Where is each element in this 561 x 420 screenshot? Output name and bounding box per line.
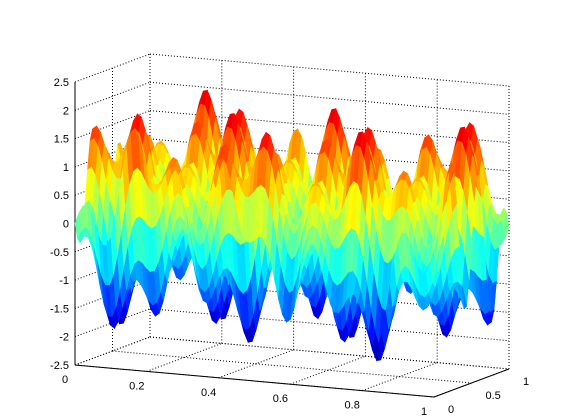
- y-tick-label: 1: [523, 376, 529, 388]
- surface-mesh: [74, 89, 510, 362]
- grid-line: [149, 81, 510, 115]
- grid-line: [149, 336, 510, 370]
- grid-line: [74, 53, 151, 83]
- grid-line: [362, 362, 438, 392]
- grid-line: [149, 53, 510, 87]
- y-tick-label: 0.5: [486, 390, 501, 402]
- z-tick-label: 0.5: [54, 190, 69, 202]
- z-tick-label: -2.5: [50, 360, 69, 372]
- z-tick-label: 2: [63, 105, 69, 117]
- grid-line: [290, 355, 366, 385]
- y-tick-label: 0: [448, 404, 454, 416]
- grid-line: [74, 308, 151, 338]
- x-tick-label: 0.8: [345, 400, 360, 412]
- x-axis-line: [74, 364, 435, 398]
- z-tick-label: 1.5: [54, 134, 69, 146]
- z-tick-label: 2.5: [54, 77, 69, 89]
- grid-line: [218, 349, 294, 379]
- x-tick-label: 0.6: [273, 393, 288, 405]
- z-tick-label: -1.5: [50, 303, 69, 315]
- grid-line: [112, 350, 472, 384]
- grid-line: [74, 336, 151, 366]
- x-tick-label: 0: [62, 374, 68, 386]
- z-tick-label: 1: [63, 162, 69, 174]
- z-tick-label: -2: [59, 332, 69, 344]
- grid-line: [149, 308, 510, 342]
- z-tick-label: -0.5: [50, 247, 69, 259]
- z-tick-label: -1: [59, 275, 69, 287]
- x-tick-label: 0.2: [129, 380, 144, 392]
- grid-line: [146, 342, 222, 372]
- surface-patch: [429, 254, 437, 283]
- grid-line: [74, 279, 151, 309]
- grid-line: [74, 81, 151, 111]
- x-tick-label: 1: [421, 406, 427, 418]
- tick-labels: 2.5 2 1.5 1 0.5 0 -0.5 -1 -1.5 -2 -2.5 0 0.2 0.4 0.6 0.…: [50, 77, 529, 418]
- y-axis-line: [433, 368, 510, 398]
- x-tick-label: 0.4: [201, 387, 216, 399]
- z-tick-label: 0: [63, 219, 69, 231]
